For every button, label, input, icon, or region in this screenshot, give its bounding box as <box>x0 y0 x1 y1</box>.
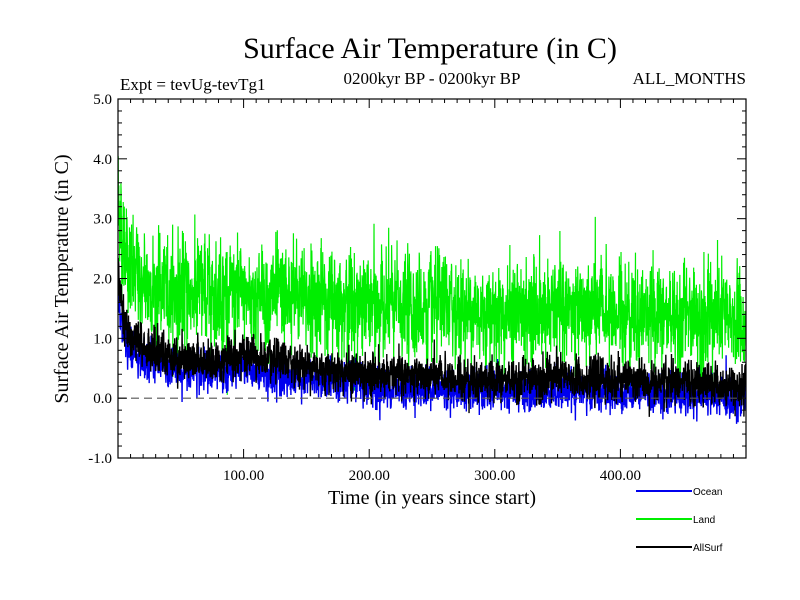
y-tick-label: -1.0 <box>88 451 112 467</box>
series-line-allsurf <box>118 257 746 417</box>
series-line-land <box>118 156 746 398</box>
legend-label-land: Land <box>693 515 715 526</box>
y-tick-label: 4.0 <box>93 152 112 168</box>
y-tick-label: 2.0 <box>93 272 112 288</box>
series-layer <box>118 156 746 424</box>
x-tick-label: 100.00 <box>223 468 264 484</box>
y-tick-label: 1.0 <box>93 331 112 347</box>
y-tick-label: 0.0 <box>93 391 112 407</box>
y-tick-label: 5.0 <box>93 92 112 108</box>
x-axis-label: Time (in years since start) <box>328 487 536 509</box>
chart-title: Surface Air Temperature (in C) <box>243 32 617 65</box>
axes-layer: 100.00 200.00 300.00 400.00 -1.0 0.0 1.0 2.0 3.0… <box>88 92 747 484</box>
y-axis-label: Surface Air Temperature (in C) <box>51 154 73 403</box>
months-label: ALL_MONTHS <box>633 69 746 88</box>
legend-label-ocean: Ocean <box>693 487 722 498</box>
expt-label: Expt = tevUg-tevTg1 <box>120 75 266 94</box>
x-tick-label: 400.00 <box>600 468 641 484</box>
x-tick-label: 200.00 <box>349 468 390 484</box>
period-label: 0200kyr BP - 0200kyr BP <box>344 69 521 88</box>
legend-label-allsurf: AllSurf <box>693 543 723 554</box>
series-line-ocean <box>118 284 746 424</box>
legend: Ocean Land AllSurf <box>636 487 723 554</box>
y-tick-label: 3.0 <box>93 212 112 228</box>
x-tick-label: 300.00 <box>474 468 515 484</box>
